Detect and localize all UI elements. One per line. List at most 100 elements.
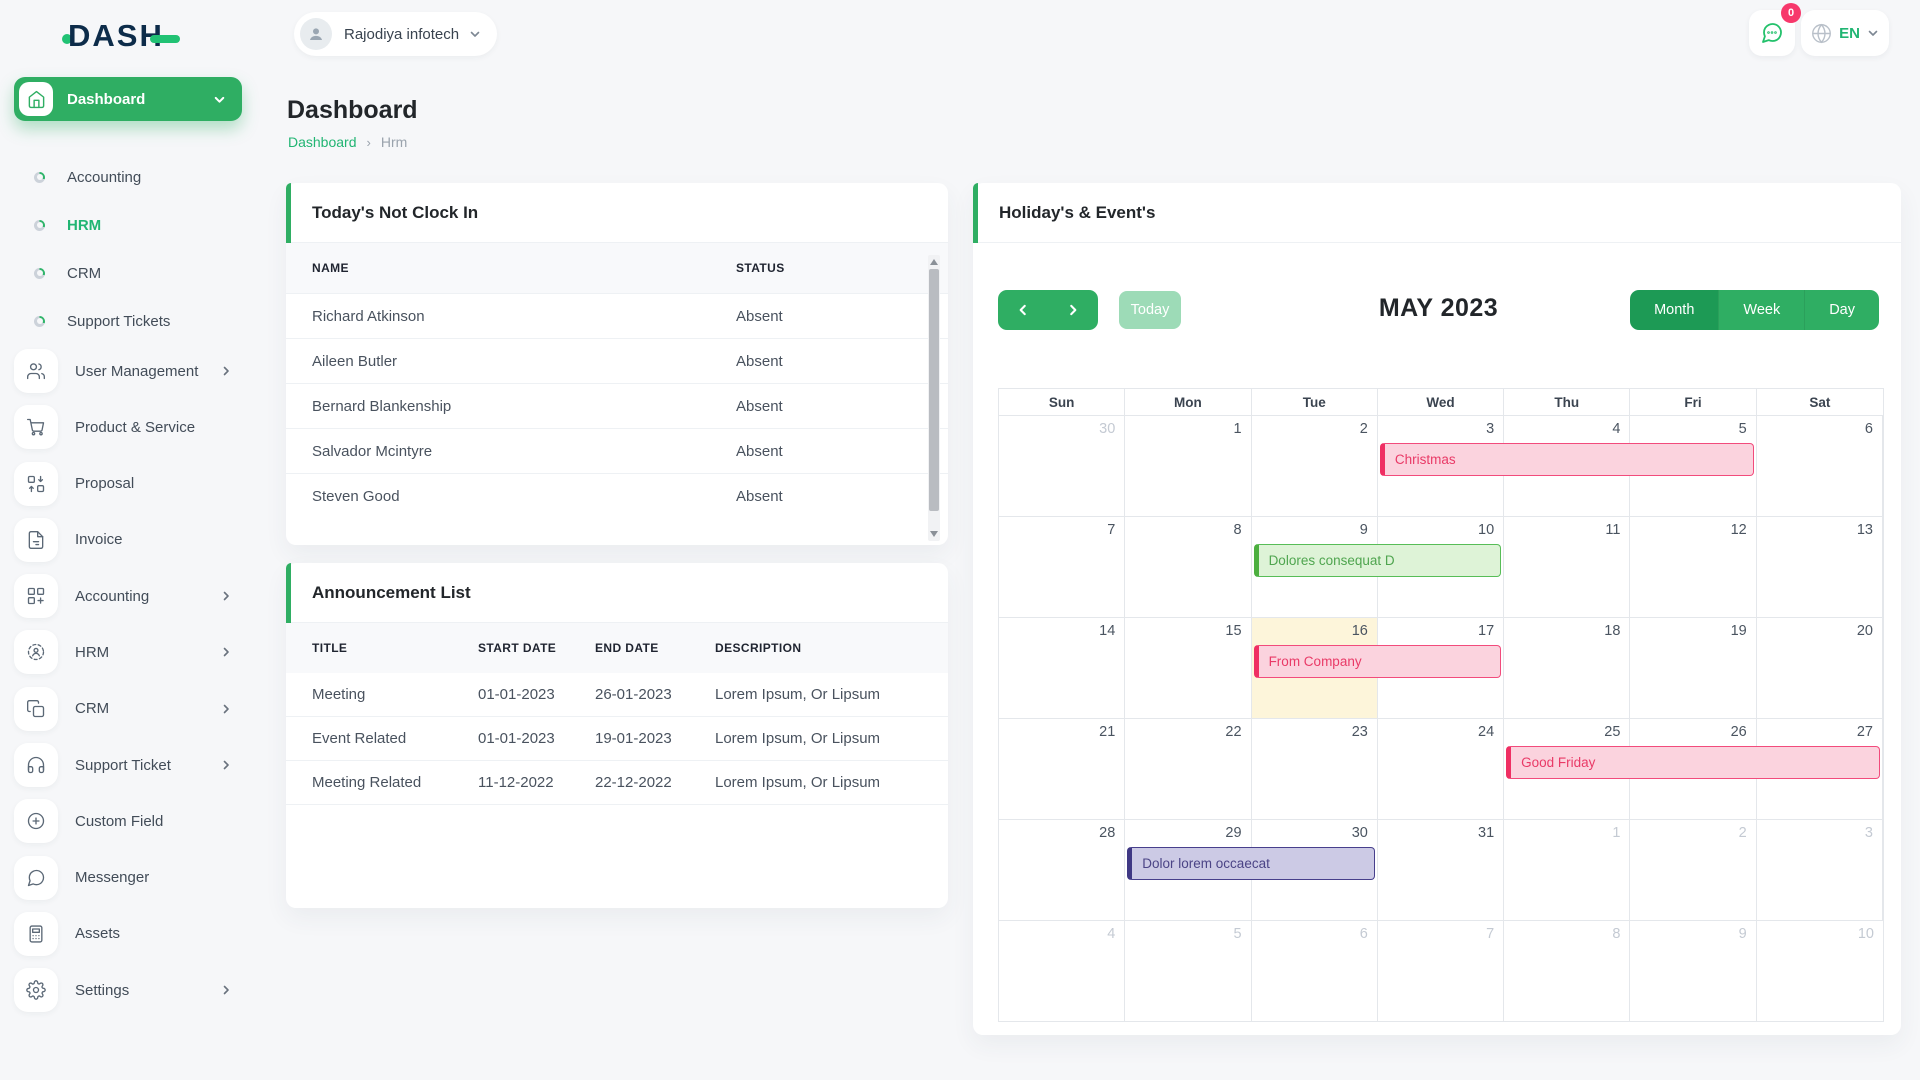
- card-accent-bar: [973, 183, 978, 243]
- invoice-icon: [14, 517, 58, 562]
- chevron-down-icon: [1868, 30, 1878, 36]
- calendar-day-cell[interactable]: 2: [1252, 416, 1378, 516]
- messages-button[interactable]: 0: [1749, 3, 1801, 56]
- calendar-day-cell[interactable]: 9: [1630, 921, 1757, 1021]
- calendar-day-cell[interactable]: 6: [1252, 921, 1378, 1021]
- sidebar-item-accounting[interactable]: Accounting: [14, 574, 246, 619]
- plus-circle-icon: [14, 799, 58, 844]
- view-month-button[interactable]: Month: [1630, 290, 1719, 330]
- calendar-event[interactable]: Christmas: [1379, 443, 1754, 476]
- next-month-button[interactable]: [1066, 303, 1080, 317]
- table-row: Event Related 01-01-2023 19-01-2023 Lore…: [286, 717, 948, 761]
- view-week-button[interactable]: Week: [1718, 290, 1805, 330]
- calendar-day-cell[interactable]: 7: [1378, 921, 1505, 1021]
- calendar-day-cell[interactable]: 1: [1125, 416, 1252, 516]
- card-accent-bar: [286, 183, 291, 243]
- calendar-day-cell[interactable]: 8: [1125, 517, 1252, 617]
- breadcrumb-current: Hrm: [380, 134, 408, 150]
- calendar-day-cell[interactable]: 19: [1630, 618, 1757, 718]
- proposal-icon: [14, 461, 58, 506]
- sidebar-subitem-support-tickets[interactable]: Support Tickets: [0, 307, 258, 335]
- language-code: EN: [1839, 24, 1860, 42]
- calendar-day-cell[interactable]: 2: [1630, 820, 1757, 920]
- sidebar-item-hrm[interactable]: HRM: [14, 630, 246, 675]
- calendar-day-cell[interactable]: 5: [1630, 416, 1757, 516]
- sidebar-subitem-crm[interactable]: CRM: [0, 259, 258, 287]
- scroll-up-arrow[interactable]: [930, 259, 938, 265]
- table-row: Meeting Related 11-12-2022 22-12-2022 Lo…: [286, 761, 948, 805]
- calendar-day-cell[interactable]: 12: [1630, 517, 1757, 617]
- breadcrumb-separator: ›: [366, 134, 371, 150]
- language-selector[interactable]: EN: [1801, 10, 1889, 56]
- prev-month-button[interactable]: [1016, 303, 1030, 317]
- calendar-week-row: 14 15 16 17 18 19 20 From Company: [999, 618, 1883, 719]
- calendar-day-cell[interactable]: 4: [999, 921, 1126, 1021]
- calendar-day-cell[interactable]: 27: [1757, 719, 1883, 819]
- calendar-day-cell[interactable]: 10: [1378, 517, 1505, 617]
- calendar-day-cell[interactable]: 6: [1757, 416, 1883, 516]
- calendar-week-row: 21 22 23 24 25 26 27 Good Friday: [999, 719, 1883, 820]
- calendar-day-cell[interactable]: 31: [1378, 820, 1505, 920]
- breadcrumb: Dashboard › Hrm: [288, 134, 407, 150]
- calendar-event[interactable]: Dolores consequat D: [1253, 544, 1502, 577]
- calendar-day-cell[interactable]: 5: [1125, 921, 1252, 1021]
- calendar-day-cell[interactable]: 7: [999, 517, 1126, 617]
- sidebar-item-assets[interactable]: Assets: [14, 911, 246, 956]
- calendar-day-cell[interactable]: 10: [1857, 926, 1874, 942]
- calendar-grid: Sun Mon Tue Wed Thu Fri Sat 30 1 2 3 4 5 6 Chri…: [998, 388, 1884, 1022]
- chevron-right-icon: [223, 760, 229, 770]
- sidebar-dashboard-label: Dashboard: [67, 90, 146, 108]
- calendar-day-cell[interactable]: 15: [1125, 618, 1252, 718]
- sidebar-item-dashboard[interactable]: Dashboard: [14, 77, 242, 121]
- sidebar-item-invoice[interactable]: Invoice: [14, 517, 246, 562]
- calendar-day-cell[interactable]: 14: [999, 618, 1126, 718]
- calendar-week-row: 4 5 6 7 8 9 10: [999, 921, 1883, 1021]
- sidebar-subitem-accounting[interactable]: Accounting: [0, 163, 258, 191]
- calendar-event[interactable]: Good Friday: [1506, 746, 1880, 779]
- calendar-day-cell[interactable]: 23: [1252, 719, 1378, 819]
- calendar-day-cell[interactable]: 20: [1757, 618, 1883, 718]
- sidebar-item-support-ticket[interactable]: Support Ticket: [14, 743, 246, 788]
- vertical-scrollbar[interactable]: [928, 255, 940, 541]
- calendar-day-cell[interactable]: 8: [1504, 921, 1631, 1021]
- view-day-button[interactable]: Day: [1804, 290, 1879, 330]
- calendar-day-cell[interactable]: 28: [999, 820, 1126, 920]
- calculator-icon: [14, 911, 58, 956]
- calendar-day-cell[interactable]: 24: [1378, 719, 1505, 819]
- workspace-switcher[interactable]: Rajodiya infotech: [294, 12, 498, 56]
- sidebar-item-custom-field[interactable]: Custom Field: [14, 799, 246, 844]
- sidebar-item-proposal[interactable]: Proposal: [14, 461, 246, 506]
- calendar-day-cell[interactable]: 3: [1757, 820, 1883, 920]
- calendar-event[interactable]: Dolor lorem occaecat: [1127, 847, 1375, 880]
- sidebar-item-product-service[interactable]: Product & Service: [14, 405, 246, 450]
- chevron-right-icon: [223, 648, 229, 657]
- sidebar-item-messenger[interactable]: Messenger: [14, 855, 246, 900]
- calendar-weekday-header: Sun Mon Tue Wed Thu Fri Sat: [999, 389, 1883, 416]
- calendar-day-cell[interactable]: 30: [999, 416, 1126, 516]
- calendar-day-cell[interactable]: 21: [999, 719, 1126, 819]
- today-button[interactable]: Today: [1119, 291, 1181, 329]
- calendar-day-cell[interactable]: 1: [1504, 820, 1631, 920]
- sidebar-item-user-management[interactable]: User Management: [14, 349, 246, 393]
- announcement-table-header: TITLE START DATE END DATE DESCRIPTION: [286, 623, 948, 673]
- calendar-day-cell[interactable]: 22: [1125, 719, 1252, 819]
- calendar-day-cell[interactable]: 13: [1757, 517, 1883, 617]
- calendar-day-cell[interactable]: 30: [1252, 820, 1378, 920]
- scrollbar-thumb[interactable]: [929, 269, 939, 511]
- messages-badge: 0: [1781, 3, 1801, 23]
- calendar-day-cell[interactable]: 17: [1378, 618, 1505, 718]
- sidebar-subitem-hrm[interactable]: HRM: [0, 211, 258, 239]
- chevron-down-icon: [470, 31, 480, 37]
- calendar-event[interactable]: From Company: [1253, 645, 1502, 678]
- workspace-name: Rajodiya infotech: [344, 25, 460, 43]
- table-row: Steven Good Absent: [286, 473, 948, 518]
- calendar-day-cell[interactable]: 18: [1504, 618, 1631, 718]
- breadcrumb-dashboard-link[interactable]: Dashboard: [288, 134, 357, 150]
- sidebar-item-settings[interactable]: Settings: [14, 968, 246, 1013]
- dashboard-submenu: Accounting HRM CRM Support Tickets: [0, 163, 258, 355]
- calendar-day-cell[interactable]: 11: [1504, 517, 1631, 617]
- calendar-nav-buttons: [998, 290, 1098, 330]
- scroll-down-arrow[interactable]: [930, 531, 938, 537]
- clockin-table-header: NAME STATUS: [286, 243, 948, 293]
- sidebar-item-crm[interactable]: CRM: [14, 686, 246, 731]
